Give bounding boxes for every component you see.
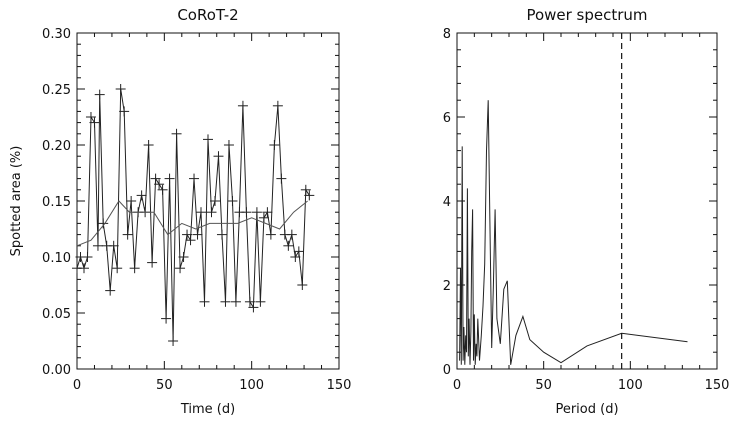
- data-point: [82, 252, 93, 262]
- x-tick-label: 100: [239, 378, 264, 393]
- data-point: [136, 190, 147, 201]
- power-spectrum-panel: Power spectrum Period (d) 0 50 100 150 0 2 4 6 8: [443, 6, 730, 417]
- data-point: [112, 263, 123, 274]
- y-tick-label: 8: [443, 27, 451, 42]
- data-point: [154, 179, 165, 190]
- data-point: [290, 252, 301, 262]
- y-tick-label: 6: [443, 111, 451, 126]
- data-point: [129, 263, 140, 274]
- data-point: [161, 313, 172, 324]
- data-point: [293, 246, 304, 257]
- spotted-area-panel: CoRoT-2 Time (d) Spotted area (%) 0 50 100…: [9, 6, 351, 417]
- x-tick-label: 0: [73, 378, 81, 393]
- data-point: [237, 100, 248, 111]
- x-axis-label: Time (d): [180, 402, 235, 417]
- data-point: [157, 184, 168, 195]
- series-layer: [72, 84, 315, 346]
- data-point: [244, 296, 255, 307]
- data-point: [248, 302, 259, 313]
- data-point: [185, 235, 196, 246]
- data-point: [286, 229, 297, 240]
- data-point: [108, 240, 119, 251]
- plot-frame: [456, 32, 718, 370]
- data-point: [209, 196, 220, 206]
- data-point: [203, 134, 213, 145]
- data-point: [105, 285, 116, 296]
- data-point: [241, 207, 252, 218]
- data-point: [223, 140, 234, 150]
- data-point: [265, 229, 276, 240]
- x-tick-label: 150: [327, 378, 352, 393]
- data-point: [255, 296, 266, 307]
- y-tick-label: 0.30: [42, 27, 71, 42]
- data-point: [192, 229, 203, 240]
- data-point: [196, 207, 207, 218]
- x-tick-label: 0: [453, 378, 461, 393]
- data-point: [115, 84, 126, 94]
- data-point: [98, 218, 109, 229]
- data-point: [272, 100, 283, 111]
- axis-ticks: 0 50 100 150 0.00 0.05 0.10 0.15 0.20 0.25 0.30: [42, 27, 351, 393]
- plot-frame: [76, 32, 340, 370]
- data-point: [119, 106, 130, 117]
- data-point: [283, 240, 294, 251]
- data-point: [182, 229, 193, 240]
- data-point: [251, 207, 262, 218]
- x-tick-label: 50: [156, 378, 173, 393]
- data-point: [92, 240, 103, 251]
- chart-title: Power spectrum: [526, 6, 647, 24]
- series-layer: [459, 33, 688, 369]
- data-point: [171, 128, 182, 139]
- data-point: [94, 89, 105, 100]
- data-point: [258, 212, 269, 223]
- data-point: [89, 117, 100, 128]
- y-tick-label: 0.20: [42, 139, 71, 154]
- data-point: [78, 263, 89, 274]
- data-point: [85, 112, 96, 122]
- data-point: [300, 184, 311, 195]
- data-point: [206, 207, 217, 218]
- data-point: [189, 173, 200, 184]
- y-tick-label: 0.05: [42, 307, 71, 322]
- axis-ticks: 0 50 100 150 0 2 4 6 8: [443, 27, 730, 393]
- chart-title: CoRoT-2: [177, 6, 238, 24]
- data-point: [216, 229, 227, 240]
- data-point: [199, 296, 210, 307]
- x-tick-label: 150: [705, 378, 730, 393]
- y-tick-label: 0.25: [42, 83, 71, 98]
- data-point: [297, 280, 308, 290]
- data-point: [213, 151, 224, 162]
- x-tick-label: 50: [535, 378, 552, 393]
- data-point: [122, 229, 133, 240]
- data-point: [175, 263, 186, 274]
- y-tick-label: 0: [443, 363, 451, 378]
- data-point: [269, 140, 280, 150]
- y-tick-label: 2: [443, 279, 451, 294]
- data-point: [168, 336, 179, 346]
- y-tick-label: 0.15: [42, 195, 71, 210]
- data-point: [220, 296, 231, 307]
- y-axis-label: Spotted area (%): [9, 146, 24, 257]
- series-line: [76, 88, 310, 342]
- data-point: [143, 140, 154, 150]
- data-point: [262, 207, 273, 218]
- y-tick-label: 4: [443, 195, 451, 210]
- data-point: [164, 173, 175, 184]
- data-point: [304, 190, 315, 201]
- y-tick-label: 0.00: [42, 363, 71, 378]
- data-point: [147, 257, 158, 268]
- data-point: [276, 173, 287, 184]
- data-point: [227, 196, 238, 206]
- data-point: [230, 296, 241, 307]
- data-point: [126, 196, 137, 206]
- series-line: [459, 100, 688, 365]
- data-point: [150, 173, 161, 184]
- data-point: [178, 252, 189, 262]
- x-axis-label: Period (d): [555, 402, 618, 417]
- smooth-series-line: [76, 200, 308, 247]
- x-tick-label: 100: [618, 378, 643, 393]
- y-tick-label: 0.10: [42, 251, 71, 266]
